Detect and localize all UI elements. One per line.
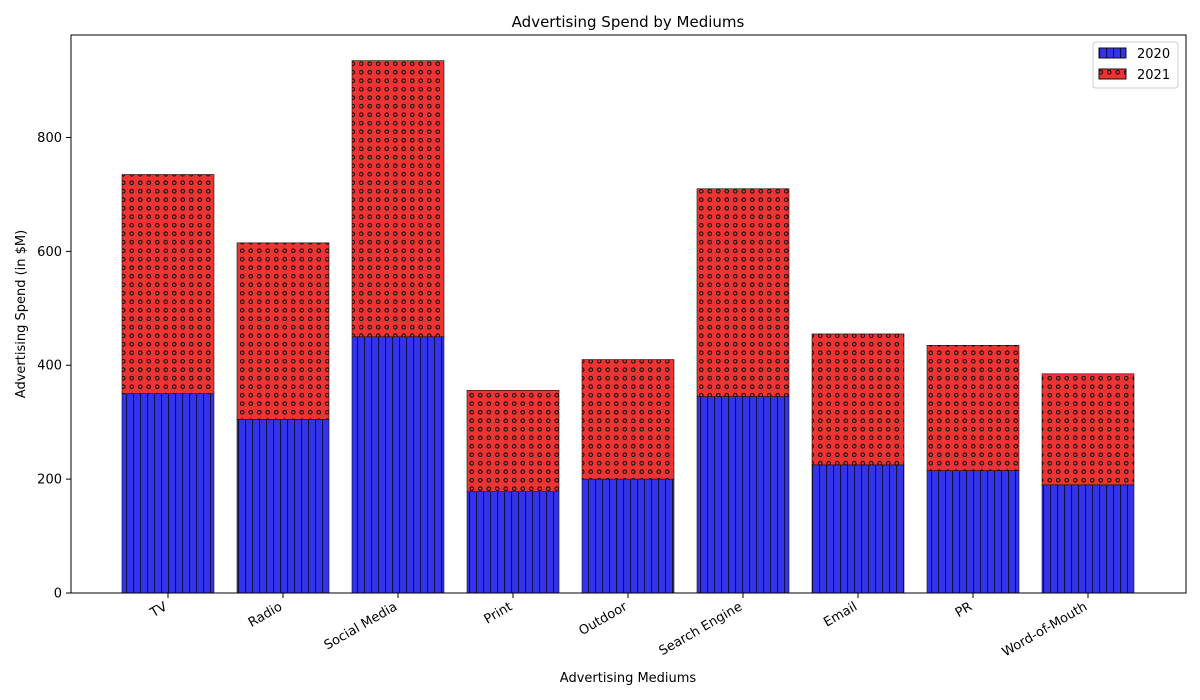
legend-label-2020: 2020 — [1137, 47, 1170, 62]
bar-2021-radio — [236, 242, 330, 420]
y-tick-label: 600 — [37, 245, 62, 260]
x-axis: TV Radio Social Media Print Outdoor Search En… — [147, 593, 1090, 660]
y-tick-label: 800 — [37, 131, 62, 146]
legend-swatch-2021 — [1098, 68, 1127, 80]
bar-2020-radio — [236, 419, 330, 594]
bar-2021-email — [811, 333, 905, 466]
bar-2020-print — [466, 491, 560, 594]
bars-layer — [121, 60, 1135, 594]
x-axis-label: Advertising Mediums — [560, 671, 697, 686]
x-tick-label: Email — [821, 599, 860, 630]
bar-2021-word-of-mouth — [1041, 373, 1135, 486]
x-tick-label: PR — [953, 599, 975, 620]
y-tick-label: 400 — [37, 359, 62, 374]
bar-2021-outdoor — [581, 359, 675, 480]
bar-2020-pr — [926, 470, 1020, 594]
bar-2020-word-of-mouth — [1041, 484, 1135, 594]
x-tick-label: Radio — [246, 599, 285, 630]
x-tick-label: Word-of-Mouth — [1000, 599, 1090, 660]
bar-2021-print — [466, 389, 560, 492]
x-tick-label: TV — [147, 599, 170, 621]
x-tick-label: Social Media — [322, 599, 400, 653]
bar-2020-email — [811, 464, 905, 594]
legend-swatch-2020 — [1098, 47, 1127, 59]
chart-title: Advertising Spend by Mediums — [512, 13, 745, 31]
y-axis-label: Advertising Spend (in $M) — [14, 230, 29, 398]
y-tick-label: 200 — [37, 473, 62, 488]
bar-2021-pr — [926, 345, 1020, 471]
x-tick-label: Search Engine — [657, 599, 745, 659]
bar-2020-outdoor — [581, 478, 675, 594]
x-tick-label: Outdoor — [577, 599, 631, 639]
x-tick-label: Print — [482, 599, 515, 627]
bar-2020-social-media — [351, 336, 445, 594]
bar-2021-tv — [121, 174, 215, 395]
bar-2020-tv — [121, 393, 215, 594]
legend: 2020 2021 — [1092, 41, 1179, 89]
bar-2021-search-engine — [696, 188, 790, 397]
legend-label-2021: 2021 — [1137, 68, 1170, 83]
bar-2020-search-engine — [696, 396, 790, 594]
y-axis: 0 200 400 600 800 — [37, 131, 71, 602]
y-tick-label: 0 — [54, 587, 62, 602]
bar-2021-social-media — [351, 60, 445, 338]
